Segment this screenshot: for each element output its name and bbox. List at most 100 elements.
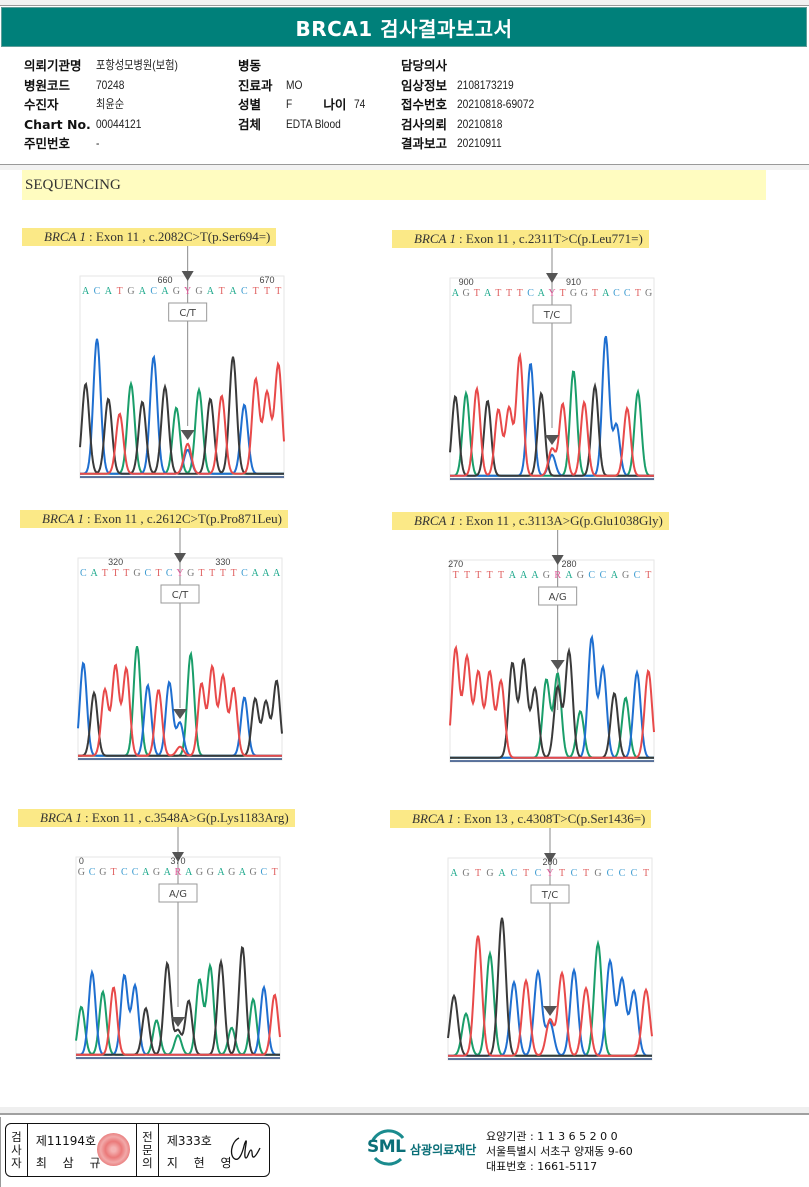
gene-name: BRCA 1 <box>414 513 457 528</box>
info-row-chart-no: Chart No. 00044121 <box>24 115 234 135</box>
variant-panel: BRCA 1: Exon 11 , c.2082C>T(p.Ser694=) 66… <box>22 228 342 498</box>
patient-info-col2: 병동 진료과 MO 성별 F 나이 74 검체 EDTA Blood <box>238 56 388 134</box>
base-call-letter: A <box>538 288 546 299</box>
base-call-letter: Y <box>184 286 191 297</box>
base-call-letter: C <box>80 568 87 579</box>
base-call-letter: C <box>607 868 614 879</box>
arrow-down-icon <box>172 852 184 862</box>
variant-arrow-icon <box>173 709 187 719</box>
base-position-label: 670 <box>259 275 274 285</box>
variant-arrow-icon <box>545 435 559 445</box>
base-call-letter: A <box>273 568 281 579</box>
base-call-letter: T <box>464 570 470 581</box>
info-label: 담당의사 <box>401 58 448 73</box>
base-call-letter: T <box>583 868 589 879</box>
base-call-letter: G <box>173 286 180 297</box>
base-call-letter: C <box>631 868 638 879</box>
variant-label: BRCA 1: Exon 11 , c.3548A>G(p.Lys1183Arg… <box>18 809 295 827</box>
info-value: MO <box>286 77 303 92</box>
base-call-letter: T <box>275 286 281 297</box>
info-value: EDTA Blood <box>286 116 341 131</box>
chromatogram: 200 A G T G A C T C Y T C T G C C C T T/C <box>447 828 660 1068</box>
base-position-label: 900 <box>459 277 474 287</box>
base-call-letter: A <box>217 867 225 878</box>
base-call-letter: C <box>600 570 607 581</box>
examiner-cell: 제11194호 최 삼 규 <box>28 1124 137 1176</box>
base-position-label: 270 <box>448 559 463 569</box>
info-label: 접수번호 <box>401 97 448 112</box>
info-value: - <box>96 136 100 150</box>
arrow-down-icon <box>546 273 558 283</box>
base-call-letter: T <box>475 868 481 879</box>
base-call-letter: C <box>241 568 248 579</box>
base-call-letter: T <box>111 867 117 878</box>
base-call-letter: A <box>520 570 528 581</box>
base-call-letter: G <box>195 286 202 297</box>
arrow-down-icon <box>174 553 186 563</box>
gene-name: BRCA 1 <box>412 811 455 826</box>
variant-description: : Exon 13 , c.4308T>C(p.Ser1436=) <box>457 811 646 826</box>
variant-panel: BRCA 1: Exon 11 , c.3548A>G(p.Lys1183Arg… <box>18 809 338 1079</box>
base-position-label: 320 <box>108 557 123 567</box>
info-label: 결과보고 <box>401 136 448 151</box>
trace-C <box>450 335 654 477</box>
base-position-label: 370 <box>170 856 185 866</box>
base-call-letter: T <box>643 868 649 879</box>
base-call-letter: T <box>231 568 237 579</box>
base-call-letter: C <box>527 288 534 299</box>
base-call-letter: A <box>531 570 539 581</box>
variant-label: BRCA 1: Exon 11 , c.2612C>T(p.Pro871Leu) <box>20 510 288 528</box>
info-row-institution: 의뢰기관명 포항성모병원(보험) <box>24 56 234 76</box>
base-call-letter: Y <box>548 288 555 299</box>
base-call-letter: A <box>139 286 147 297</box>
arrow-down-icon <box>181 271 194 281</box>
base-call-letter: G <box>594 868 601 879</box>
base-call-letter: C <box>89 867 96 878</box>
base-call-letter: T <box>155 568 161 579</box>
sequencing-banner: SEQUENCING <box>22 170 766 200</box>
genotype-call-box <box>530 884 570 904</box>
variant-description: : Exon 11 , c.3548A>G(p.Lys1183Arg) <box>85 810 289 825</box>
chromatogram: 660 670 A C A T G A C A G Y G A T A C T T T C/T <box>79 246 292 486</box>
variant-arrow-icon <box>180 430 195 440</box>
base-call-letter: A <box>450 868 458 879</box>
base-position-label: 660 <box>157 275 172 285</box>
info-label: 성별 <box>238 97 262 112</box>
base-call-letter: C <box>571 868 578 879</box>
genotype-call-box <box>532 304 572 324</box>
chromatogram-frame <box>79 275 285 479</box>
trace-G <box>449 382 654 477</box>
info-value: F <box>286 97 293 111</box>
base-call-letter: T <box>645 570 651 581</box>
base-call-letter: G <box>207 867 214 878</box>
genotype-call-text: T/C <box>543 310 560 321</box>
base-call-letter: C <box>261 867 268 878</box>
base-call-letter: C <box>624 288 631 299</box>
report-title: BRCA1 검사결과보고서 <box>295 16 513 41</box>
signature-icon <box>230 1137 261 1160</box>
genotype-call-text: A/G <box>549 592 567 603</box>
variant-panel: BRCA 1: Exon 13 , c.4308T>C(p.Ser1436=) 2… <box>390 810 710 1080</box>
base-call-letter: A <box>142 867 150 878</box>
genotype-call-box <box>538 586 578 606</box>
base-call-letter: A <box>82 286 90 297</box>
base-call-letter: T <box>219 286 225 297</box>
base-position-label: 330 <box>215 557 230 567</box>
base-call-letter: G <box>543 570 550 581</box>
base-call-letter: A <box>565 570 573 581</box>
genotype-call-text: A/G <box>169 889 187 900</box>
base-call-letter: T <box>635 288 641 299</box>
base-call-letter: A <box>452 288 460 299</box>
base-call-letter: C <box>150 286 157 297</box>
base-call-letter: T <box>453 570 459 581</box>
base-call-letter: C <box>121 867 128 878</box>
variant-arrow-icon <box>171 1017 185 1027</box>
base-call-letter: G <box>462 288 469 299</box>
org-info: 요양기관 : 1 1 3 6 5 2 0 0 서울특별시 서초구 양재동 9-6… <box>486 1129 633 1174</box>
info-label: 검사의뢰 <box>401 116 448 132</box>
specialist-cell: 제333호 지 현 영 <box>159 1124 269 1176</box>
base-call-letter: C <box>511 868 518 879</box>
info-label: 의뢰기관명 <box>24 58 82 73</box>
gene-name: BRCA 1 <box>414 231 457 246</box>
info-value: 최윤순 <box>96 97 125 111</box>
